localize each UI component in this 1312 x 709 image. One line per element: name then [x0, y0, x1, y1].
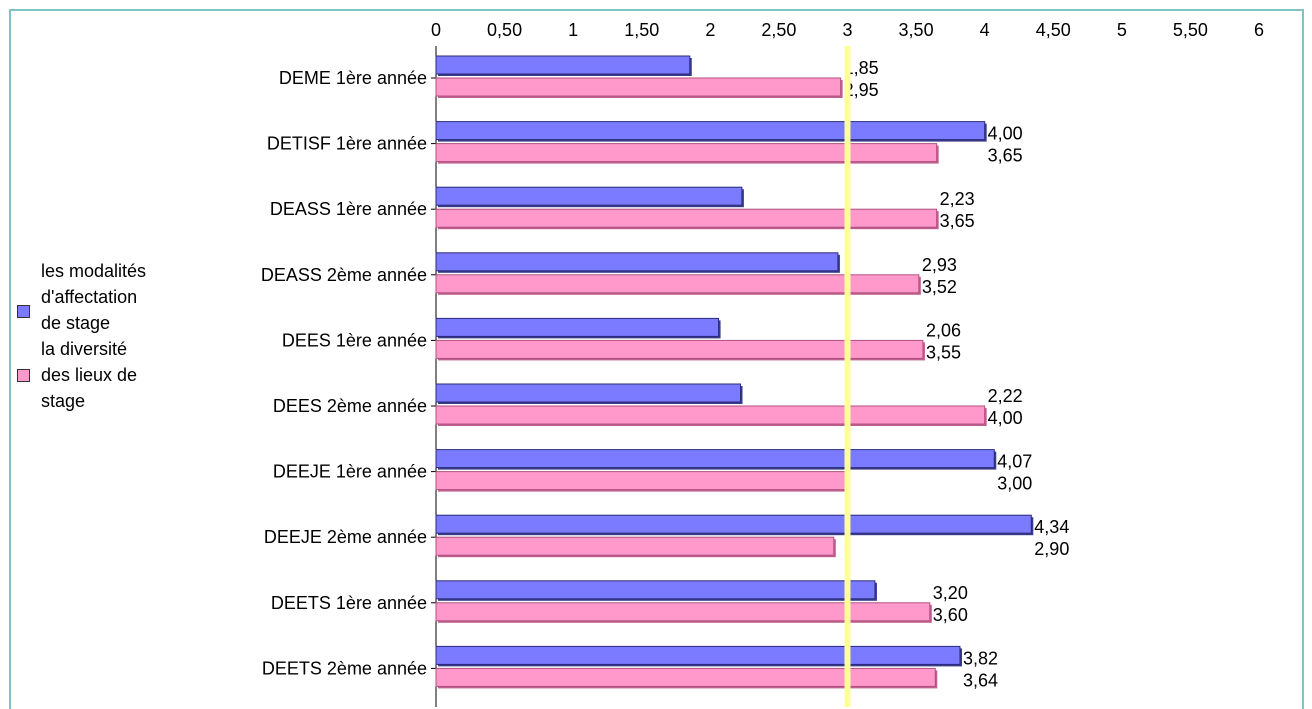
x-tick-label: 6 [1254, 20, 1264, 40]
chart-frame [9, 9, 1304, 709]
reference-line [844, 46, 851, 707]
value-label-series-2: 3,65 [988, 146, 1023, 166]
category-label: DEES 2ème année [273, 396, 427, 416]
bar-series-2 [435, 77, 842, 97]
value-label-series-1: 2,06 [926, 320, 961, 340]
value-label-series-1: 4,00 [988, 124, 1023, 144]
bar-series-1 [435, 514, 1032, 534]
bar-series-1 [435, 317, 720, 337]
x-tick-label: 2,50 [761, 20, 796, 40]
category-label: DEETS 2ème année [262, 658, 427, 678]
bar-series-2 [435, 208, 938, 228]
bar-series-1 [435, 449, 995, 469]
legend-label-series-1-line-2: d'affectation [41, 287, 138, 307]
category-label: DEEJE 2ème année [264, 527, 427, 547]
bar-series-1 [435, 121, 986, 141]
bar-series-1 [435, 186, 743, 206]
category-label: DEME 1ère année [279, 68, 427, 88]
x-tick-label: 4 [980, 20, 990, 40]
bar-series-2 [435, 536, 835, 556]
value-label-series-1: 4,34 [1034, 517, 1069, 537]
bar-series-2 [435, 471, 848, 491]
legend-label-series-2-line-3: stage [41, 391, 86, 411]
value-label-series-2: 2,90 [1034, 539, 1069, 559]
x-tick-label: 0 [431, 20, 441, 40]
legend-label-series-2-line-1: la diversité [41, 339, 128, 359]
x-tick-label: 5 [1117, 20, 1127, 40]
value-label-series-2: 3,60 [933, 605, 968, 625]
bar-series-1 [435, 580, 876, 600]
value-label-series-2: 3,65 [940, 211, 975, 231]
x-tick-label: 3 [842, 20, 852, 40]
value-label-series-2: 3,64 [963, 670, 998, 690]
value-label-series-1: 4,07 [997, 452, 1032, 472]
legend-label-series-1-line-1: les modalités [41, 261, 147, 281]
value-label-series-1: 2,23 [940, 189, 975, 209]
value-label-series-2: 2,95 [844, 80, 879, 100]
value-label-series-2: 3,55 [926, 342, 961, 362]
bar-series-1 [435, 645, 961, 665]
x-tick-label: 4,50 [1036, 20, 1071, 40]
x-tick-label: 3,50 [899, 20, 934, 40]
bar-series-2 [435, 143, 938, 163]
legend-item-series-2: la diversité des lieux de stage [15, 336, 205, 414]
bar-series-2 [435, 339, 924, 359]
value-label-series-2: 4,00 [988, 408, 1023, 428]
bar-series-2 [435, 602, 931, 622]
legend-label-series-1-line-3: de stage [41, 313, 111, 333]
x-tick-label: 2 [705, 20, 715, 40]
value-label-series-1: 3,20 [933, 583, 968, 603]
legend-swatch-series-1 [17, 305, 30, 318]
bar-series-1 [435, 55, 691, 75]
value-label-series-1: 1,85 [844, 58, 879, 78]
bar-series-2 [435, 274, 920, 294]
legend-swatch-series-2 [17, 369, 30, 382]
value-label-series-2: 3,00 [997, 474, 1032, 494]
bar-series-2 [435, 667, 936, 687]
legend-label-series-2-line-2: des lieux de [41, 365, 138, 385]
category-label: DEETS 1ère année [271, 593, 427, 613]
x-tick-label: 1 [568, 20, 578, 40]
value-label-series-2: 3,52 [922, 277, 957, 297]
category-label: DEES 1ère année [282, 330, 427, 350]
x-tick-label: 5,50 [1173, 20, 1208, 40]
category-label: DETISF 1ère année [267, 134, 427, 154]
bar-series-1 [435, 383, 742, 403]
bar-series-2 [435, 405, 986, 425]
legend-item-series-1: les modalités d'affectation de stage [15, 258, 205, 336]
x-tick-label: 0,50 [487, 20, 522, 40]
category-label: DEEJE 1ère année [273, 462, 427, 482]
legend: les modalités d'affectation de stage la … [15, 258, 205, 414]
value-label-series-1: 3,82 [963, 648, 998, 668]
x-tick-label: 1,50 [624, 20, 659, 40]
value-label-series-1: 2,22 [988, 386, 1023, 406]
value-label-series-1: 2,93 [922, 255, 957, 275]
bar-series-1 [435, 252, 839, 272]
category-label: DEASS 2ème année [261, 265, 427, 285]
category-label: DEASS 1ère année [270, 199, 427, 219]
